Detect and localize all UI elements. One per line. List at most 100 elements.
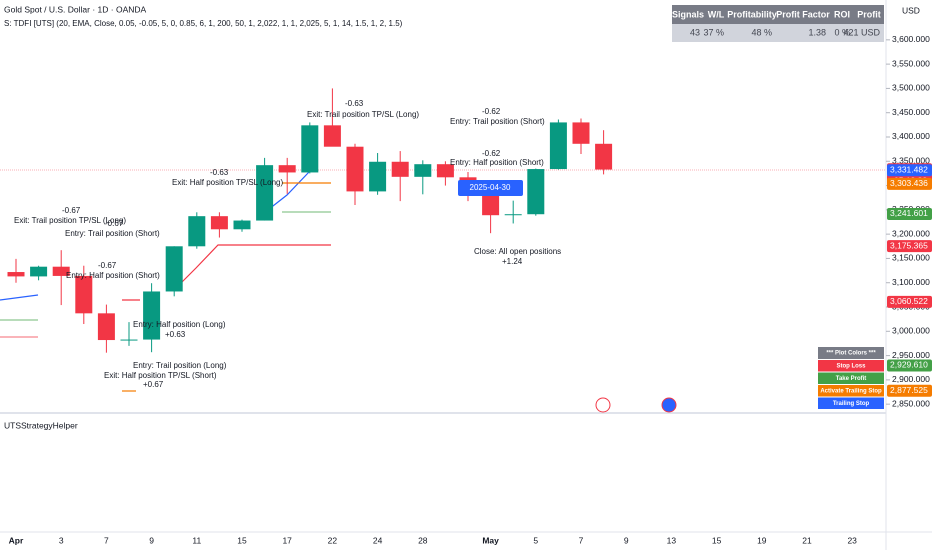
trade-annotation: Entry: Half position (Short)	[450, 158, 544, 167]
y-tick-label: 3,200.000	[892, 228, 930, 238]
candle-body	[120, 339, 138, 341]
currency[interactable]: USD	[902, 5, 920, 15]
legend-swatch	[818, 372, 884, 384]
candle-body	[436, 164, 454, 178]
candle-body	[504, 214, 522, 216]
y-tick-label: 3,600.000	[892, 34, 930, 44]
x-tick-label: 17	[282, 535, 292, 545]
x-tick-label: 5	[533, 535, 538, 545]
candle-body	[165, 246, 183, 292]
event-icon[interactable]	[661, 397, 677, 413]
candle-body	[595, 143, 613, 170]
y-tick-label: 3,450.000	[892, 107, 930, 117]
trade-annotation: Entry: Trail position (Short)	[65, 229, 160, 238]
candle-body	[346, 146, 364, 192]
trade-annotation: +0.63	[165, 330, 186, 339]
x-tick-label: 9	[149, 535, 154, 545]
x-tick-label: 15	[712, 535, 722, 545]
event-icon[interactable]	[595, 397, 611, 413]
candle-body	[369, 161, 387, 192]
table-cell: 0 %	[834, 27, 850, 37]
legend-label: Take Profit	[836, 376, 867, 382]
trade-annotation: -0.67	[105, 219, 124, 228]
x-tick-label: 3	[59, 535, 64, 545]
candle-body	[7, 272, 25, 277]
candle-body	[97, 313, 115, 341]
price-tag	[887, 384, 932, 397]
trade-annotation: -0.63	[210, 168, 229, 177]
legend-swatch	[818, 360, 884, 372]
candle-body	[75, 275, 93, 314]
x-tick-label: 15	[237, 535, 247, 545]
trade-annotation: Entry: Trail position (Long)	[133, 361, 227, 370]
y-tick-label: 3,100.000	[892, 277, 930, 287]
candle-body	[323, 125, 341, 147]
price-tag	[887, 207, 932, 220]
candle-body	[527, 169, 545, 215]
candle-body	[482, 190, 500, 216]
trade-annotation: Exit: Half position TP/SL (Short)	[104, 371, 217, 380]
y-tick-label: 3,000.000	[892, 326, 930, 336]
indicator-label[interactable]: S: TDFI [UTS] (20, EMA, Close, 0.05, -0.…	[4, 19, 403, 28]
x-tick-label: 9	[624, 535, 629, 545]
x-tick-label: 24	[373, 535, 383, 545]
stop-loss	[173, 244, 331, 291]
strategy-lines	[0, 171, 331, 392]
price-tag-label: 3,303.436	[890, 178, 928, 188]
trade-annotation: Entry: Half position (Long)	[133, 320, 226, 329]
legend-title-bg	[818, 347, 884, 359]
table-cell: 421 USD	[843, 27, 880, 37]
price-tag-label: 3,175.365	[890, 240, 928, 250]
trade-annotation: +1.24	[502, 257, 523, 266]
candle-body	[549, 122, 567, 170]
y-tick-label: 3,400.000	[892, 131, 930, 141]
trade-annotation: -0.62	[482, 107, 501, 116]
price-tag	[887, 164, 932, 177]
table-cell: 37 %	[703, 27, 724, 37]
y-tick-label: 2,900.000	[892, 374, 930, 384]
candle-body	[233, 220, 251, 230]
trade-annotation: Exit: Trail position TP/SL (Long)	[307, 110, 419, 119]
candle-body	[188, 216, 206, 247]
legend-label: Activate Trailing Stop	[820, 389, 882, 395]
price-tag	[887, 295, 932, 308]
date-marker: 2025-04-30	[470, 183, 511, 192]
legend-title: *** Plot Colors ***	[826, 351, 876, 357]
table-header: Profit	[857, 9, 881, 19]
price-tag-label: 3,241.601	[890, 208, 928, 218]
table-header: ROI	[834, 9, 850, 19]
candle-body	[210, 216, 228, 230]
price-tag-label: 3,060.522	[890, 296, 928, 306]
candle-body	[572, 122, 590, 144]
y-tick-label: 2,950.000	[892, 350, 930, 360]
price-tag	[887, 359, 932, 372]
trade-annotation: -0.67	[62, 206, 81, 215]
x-tick-label: 21	[802, 535, 812, 545]
candle-body	[52, 266, 70, 276]
chart-title: Gold Spot / U.S. Dollar · 1D · OANDA	[4, 4, 147, 14]
candle-body	[391, 161, 409, 177]
candle-body	[30, 266, 48, 277]
x-tick-label: 22	[328, 535, 338, 545]
x-tick-label: 19	[757, 535, 767, 545]
trade-annotation: -0.67	[98, 261, 117, 270]
y-tick-label: 3,550.000	[892, 58, 930, 68]
lower-pane-label[interactable]: UTSStrategyHelper	[4, 420, 78, 430]
candle-body	[143, 291, 161, 340]
table-header: W/L	[708, 9, 725, 19]
legend-swatch	[818, 385, 884, 397]
y-tick-label: 3,150.000	[892, 253, 930, 263]
candle-body	[278, 165, 296, 173]
price-tag-label: 2,877.525	[890, 385, 928, 395]
date-marker-bg	[458, 180, 523, 196]
x-tick-label: 11	[192, 535, 201, 545]
candle-body	[301, 125, 319, 173]
x-tick-label: Apr	[9, 535, 24, 545]
trade-annotation: Exit: Half position TP/SL (Long)	[172, 178, 284, 187]
table-cell: 48 %	[751, 27, 772, 37]
x-tick-label: 28	[418, 535, 428, 545]
x-tick-label: 13	[667, 535, 677, 545]
